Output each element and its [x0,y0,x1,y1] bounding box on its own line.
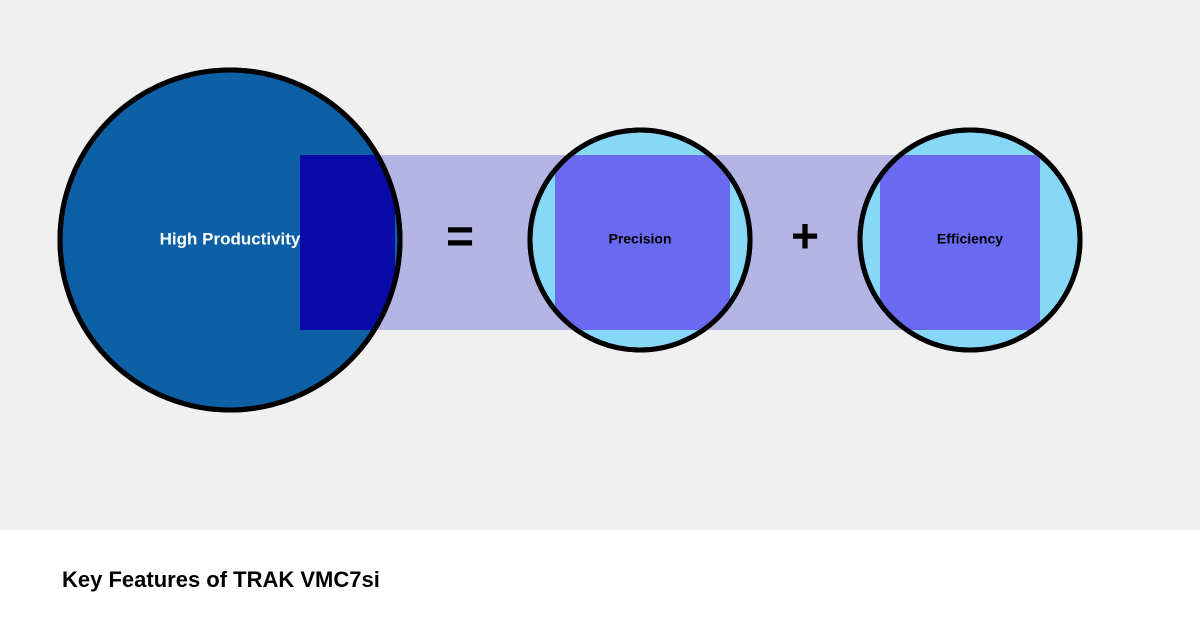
footer: Key Features of TRAK VMC7si [0,530,1200,630]
footer-title: Key Features of TRAK VMC7si [0,567,380,593]
label-productivity: High Productivity [160,229,301,248]
equation-diagram: High Productivity Precision Efficiency = + [0,0,1200,530]
page-canvas: High Productivity Precision Efficiency = + K… [0,0,1200,630]
label-efficiency: Efficiency [937,231,1003,247]
overlay-productivity [300,155,395,330]
label-precision: Precision [608,231,671,247]
plus-operator: + [791,211,819,264]
equals-operator: = [446,211,474,264]
